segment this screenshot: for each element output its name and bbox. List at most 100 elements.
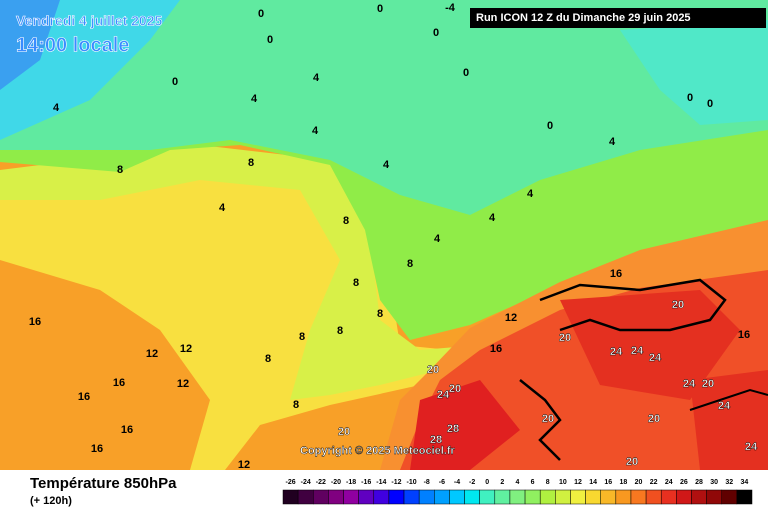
colorbar-box bbox=[691, 489, 707, 505]
contour-label: 20 bbox=[702, 378, 714, 390]
colorbar-label: -20 bbox=[331, 479, 341, 486]
colorbar-label: 30 bbox=[710, 479, 718, 486]
contour-label: 24 bbox=[683, 378, 696, 390]
contour-label: 12 bbox=[146, 348, 158, 360]
contour-label: 0 bbox=[258, 8, 264, 20]
run-info: Run ICON 12 Z du Dimanche 29 juin 2025 bbox=[476, 12, 691, 24]
colorbar-box bbox=[570, 489, 586, 505]
colorbar-box bbox=[600, 489, 617, 505]
colorbar-box bbox=[388, 489, 405, 505]
contour-label: 28 bbox=[430, 434, 442, 446]
colorbar-label: -4 bbox=[454, 479, 460, 486]
contour-label: 24 bbox=[437, 389, 450, 401]
colorbar-label: 26 bbox=[680, 479, 688, 486]
colorbar-label: 6 bbox=[531, 479, 535, 486]
colorbar-box bbox=[313, 489, 329, 505]
contour-label: 20 bbox=[626, 456, 638, 468]
colorbar-label: 20 bbox=[635, 479, 643, 486]
colorbar-label: -6 bbox=[439, 479, 445, 486]
contour-label: 0 bbox=[267, 34, 273, 46]
colorbar-box bbox=[706, 489, 722, 505]
contour bbox=[689, 388, 768, 411]
contour-label: 20 bbox=[427, 364, 439, 376]
contour-label: 20 bbox=[672, 299, 684, 311]
colorbar-box bbox=[282, 489, 299, 505]
contour-label: 12 bbox=[505, 312, 517, 324]
contour-label: 12 bbox=[180, 343, 192, 355]
contour-label: 4 bbox=[219, 202, 226, 214]
forecast-time: 14:00 locale bbox=[16, 34, 129, 56]
contour-label: 4 bbox=[313, 72, 320, 84]
contour-label: 20 bbox=[449, 383, 461, 395]
contour-label: 0 bbox=[687, 92, 693, 104]
contour bbox=[519, 379, 562, 461]
colorbar-label: 28 bbox=[695, 479, 703, 486]
colorbar-box bbox=[645, 489, 662, 505]
zone-teal bbox=[0, 0, 768, 215]
contour-label: 8 bbox=[353, 277, 359, 289]
contour-label: 4 bbox=[383, 159, 390, 171]
colorbar-label: -14 bbox=[376, 479, 386, 486]
contour-label: 8 bbox=[299, 331, 305, 343]
colorbar-label: 8 bbox=[546, 479, 550, 486]
contour-label: 4 bbox=[489, 212, 496, 224]
colorbar-label: 32 bbox=[725, 479, 733, 486]
contour-label: 8 bbox=[248, 157, 254, 169]
colorbar-label: -2 bbox=[469, 479, 475, 486]
contour-label: 4 bbox=[251, 93, 258, 105]
contour bbox=[539, 278, 727, 332]
colorbar: -26 -24 -22 -20 -18 -16 -14 -12 -10 -8 -6 -4 -2 0 2 4 6 8… bbox=[282, 479, 753, 505]
contour-label: 8 bbox=[343, 215, 349, 227]
colorbar-label: 14 bbox=[589, 479, 597, 486]
colorbar-box bbox=[418, 489, 435, 505]
colorbar-box bbox=[524, 489, 541, 505]
contour-label: 20 bbox=[542, 413, 554, 425]
footer-title: Température 850hPa bbox=[30, 475, 177, 492]
contour-label: 12 bbox=[238, 459, 250, 471]
contour-label: 8 bbox=[293, 399, 299, 411]
contour-label: 16 bbox=[738, 329, 750, 341]
contour-label: 16 bbox=[78, 391, 90, 403]
footer-subtitle: (+ 120h) bbox=[30, 495, 72, 507]
colorbar-box bbox=[449, 489, 465, 505]
contour-label: 24 bbox=[610, 346, 623, 358]
colorbar-label: 10 bbox=[559, 479, 567, 486]
colorbar-box bbox=[358, 489, 375, 505]
colorbar-box bbox=[630, 489, 647, 505]
colorbar-box bbox=[403, 489, 420, 505]
contour-label: 20 bbox=[559, 332, 571, 344]
colorbar-box bbox=[539, 489, 556, 505]
colorbar-box bbox=[721, 489, 738, 505]
contour-label: 4 bbox=[609, 136, 616, 148]
colorbar-label: -24 bbox=[301, 479, 311, 486]
colorbar-label: 2 bbox=[500, 479, 504, 486]
contour-label: 16 bbox=[121, 424, 133, 436]
contour-label: 16 bbox=[610, 268, 622, 280]
contour-label: 4 bbox=[53, 102, 60, 114]
copyright: Copyright © 2025 Meteociel.fr bbox=[300, 445, 456, 457]
contour-label: -4 bbox=[445, 2, 456, 14]
contour-label: 8 bbox=[117, 164, 123, 176]
colorbar-label: -16 bbox=[361, 479, 371, 486]
colorbar-box bbox=[660, 489, 677, 505]
zone-lightgreen bbox=[0, 145, 480, 400]
contour-label: 0 bbox=[172, 76, 178, 88]
colorbar-label: 24 bbox=[665, 479, 673, 486]
colorbar-label: 12 bbox=[574, 479, 582, 486]
colorbar-label: 18 bbox=[620, 479, 628, 486]
colorbar-box bbox=[736, 489, 753, 505]
zone-blue bbox=[0, 0, 60, 90]
contour-labels: -4 0 0 0 0 0 0 0 0 0 4 4 4 4 4 4 4 4 4 4 8 8 8 8 8 8 8 8 8 8 12 12 12 12 1… bbox=[29, 2, 758, 471]
contour-label: 24 bbox=[631, 345, 644, 357]
colorbar-box bbox=[509, 489, 526, 505]
contour-label: 16 bbox=[113, 377, 125, 389]
colorbar-box bbox=[297, 489, 314, 505]
colorbar-label: 4 bbox=[516, 479, 520, 486]
contour-label: 0 bbox=[463, 67, 469, 79]
colorbar-label: -26 bbox=[286, 479, 296, 486]
colorbar-label: 0 bbox=[485, 479, 489, 486]
contour-label: 4 bbox=[312, 125, 319, 137]
contour-label: 16 bbox=[91, 443, 103, 455]
zone-deepred-3 bbox=[690, 370, 768, 470]
